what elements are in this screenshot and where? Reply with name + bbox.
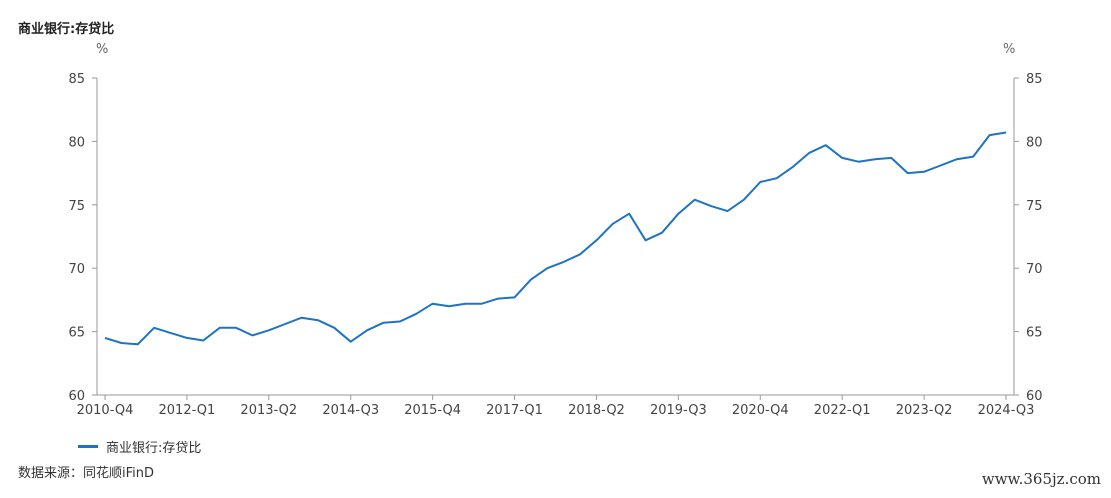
x-tick-label: 2020-Q4 <box>732 403 789 418</box>
y-tick-label-left: 80 <box>68 135 85 150</box>
legend-label: 商业银行:存贷比 <box>106 441 202 456</box>
x-tick-label: 2024-Q3 <box>978 403 1035 418</box>
y-tick-label-right: 85 <box>1026 72 1043 87</box>
x-tick-label: 2014-Q3 <box>322 403 379 418</box>
chart-marks <box>104 131 1007 346</box>
x-tick-label: 2013-Q2 <box>240 403 297 418</box>
y-tick-label-right: 60 <box>1026 389 1043 404</box>
y-tick-label-right: 75 <box>1026 199 1043 214</box>
y-tick-label-right: 70 <box>1026 262 1043 277</box>
chart-axes: 60 60 65 65 70 70 75 75 80 80 85 85 2010-Q4 2012-Q1 20… <box>68 72 1042 418</box>
x-tick-label: 2018-Q2 <box>568 403 625 418</box>
y-tick-label-left: 85 <box>68 72 85 87</box>
right-axis-unit: % <box>1003 42 1016 57</box>
y-tick-label-left: 75 <box>68 199 85 214</box>
y-tick-label-right: 65 <box>1026 326 1043 341</box>
legend: 商业银行:存贷比 <box>78 437 201 456</box>
x-tick-label: 2012-Q1 <box>159 403 216 418</box>
data-source: 数据来源：同花顺iFinD <box>18 466 155 481</box>
x-tick-label: 2019-Q3 <box>650 403 707 418</box>
x-tick-label: 2023-Q2 <box>896 403 953 418</box>
x-tick-label: 2010-Q4 <box>77 403 134 418</box>
x-tick-label: 2022-Q1 <box>814 403 871 418</box>
watermark: www.365jz.com <box>981 470 1101 488</box>
y-tick-label-right: 80 <box>1026 135 1043 150</box>
x-tick-label: 2015-Q4 <box>404 403 461 418</box>
y-tick-label-left: 65 <box>68 326 85 341</box>
y-tick-label-left: 70 <box>68 262 85 277</box>
y-tick-label-left: 60 <box>68 389 85 404</box>
legend-swatch <box>78 445 98 448</box>
left-axis-unit: % <box>96 42 109 57</box>
x-tick-label: 2017-Q1 <box>486 403 543 418</box>
chart-title: 商业银行:存贷比 <box>18 22 115 37</box>
series-line <box>104 131 1007 346</box>
